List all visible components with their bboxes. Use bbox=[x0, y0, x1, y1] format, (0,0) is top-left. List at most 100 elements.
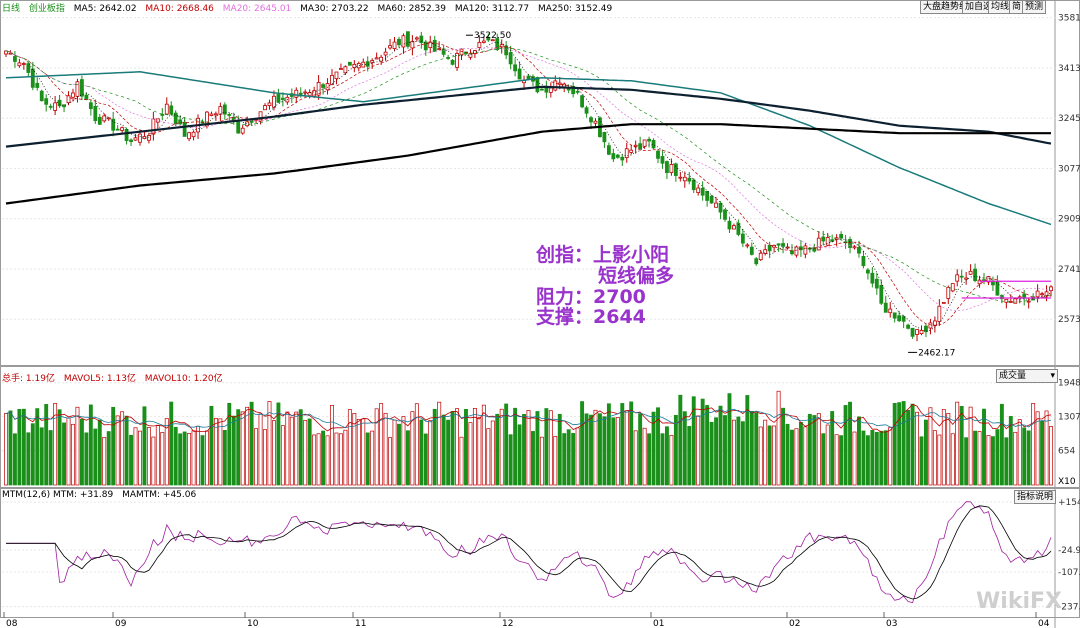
volume-bar bbox=[249, 401, 254, 486]
volume-bar bbox=[486, 428, 491, 486]
candle-body bbox=[584, 107, 589, 114]
volume-bar bbox=[584, 413, 589, 486]
candle-body bbox=[946, 286, 951, 299]
volume-bar bbox=[1017, 419, 1022, 486]
volume-bar bbox=[575, 427, 580, 486]
volume-bar bbox=[924, 419, 928, 486]
volume-bar bbox=[75, 406, 80, 486]
volume-bar bbox=[129, 434, 133, 486]
volume-bar bbox=[325, 435, 330, 486]
volume-bar bbox=[687, 426, 692, 486]
candle-body bbox=[88, 102, 93, 110]
main-chart-header: 日线 创业板指 MA5: 2642.02 MA10: 2668.46 MA20:… bbox=[2, 1, 618, 14]
volume-bar bbox=[88, 404, 93, 486]
volume-bar bbox=[254, 428, 259, 486]
trend-line-button[interactable]: 大盘趋势线 bbox=[920, 0, 972, 14]
volume-bar bbox=[218, 418, 223, 486]
candle-body bbox=[339, 68, 343, 70]
volume-bar bbox=[1035, 411, 1040, 486]
volume-bar bbox=[526, 410, 531, 486]
volume-bar bbox=[798, 422, 803, 486]
candle-body bbox=[883, 302, 888, 313]
volume-bar bbox=[405, 430, 410, 486]
volume-bar bbox=[660, 433, 665, 486]
indicator-help-button[interactable]: 指标说明 bbox=[1014, 490, 1057, 504]
candle-body bbox=[486, 36, 491, 41]
candle-body bbox=[995, 280, 1000, 296]
volume-bar bbox=[834, 434, 839, 486]
volume-bar bbox=[338, 433, 343, 486]
candle-body bbox=[932, 320, 937, 326]
candle-body bbox=[723, 209, 727, 220]
candle-body bbox=[977, 279, 982, 285]
volume-dropdown[interactable]: 成交量 ▾ bbox=[996, 369, 1058, 383]
candle-body bbox=[432, 39, 437, 52]
candle-body bbox=[414, 37, 419, 40]
candle-body bbox=[861, 255, 866, 267]
max-price-label: 3522.50 bbox=[474, 31, 511, 41]
volume-bar bbox=[758, 426, 763, 486]
candle-body bbox=[48, 105, 53, 108]
volume-bar bbox=[1031, 403, 1036, 486]
volume-bar bbox=[508, 434, 513, 486]
candle-body bbox=[999, 295, 1004, 300]
volume-bar bbox=[66, 417, 71, 486]
volume-bar bbox=[651, 411, 656, 486]
volume-bar bbox=[365, 432, 370, 486]
volume-y-tick-label: 1307 bbox=[1058, 412, 1080, 422]
candle-body bbox=[477, 42, 482, 48]
volume-bar bbox=[44, 404, 49, 486]
ma120-label: MA120: 3112.77 bbox=[454, 4, 530, 14]
volume-bar bbox=[959, 405, 964, 486]
volume-bar bbox=[535, 411, 540, 486]
volume-bar bbox=[441, 414, 446, 486]
volume-bar bbox=[146, 427, 151, 486]
volume-bar bbox=[124, 415, 129, 486]
x-tick-label: 03 bbox=[886, 619, 897, 628]
annotation-line-3: 阻力：2700 bbox=[536, 286, 646, 308]
candle-body bbox=[776, 243, 781, 246]
x-tick-label: 08 bbox=[6, 619, 18, 628]
candle-body bbox=[620, 156, 625, 161]
volume-bar bbox=[562, 433, 567, 486]
candle-body bbox=[468, 53, 473, 58]
volume-bar bbox=[749, 411, 754, 486]
candle-body bbox=[700, 187, 705, 196]
candle-body bbox=[17, 62, 22, 67]
candle-body bbox=[13, 56, 17, 62]
candle-body bbox=[213, 113, 218, 116]
volume-bar bbox=[169, 401, 174, 486]
candle-body bbox=[513, 64, 518, 72]
volume-bar bbox=[280, 425, 285, 486]
candle-body bbox=[343, 66, 348, 74]
volume-bar bbox=[968, 406, 973, 486]
candle-body bbox=[919, 330, 924, 335]
volume-bar bbox=[892, 403, 897, 486]
volume-bar bbox=[874, 431, 879, 486]
candle-body bbox=[21, 63, 26, 65]
ma-button[interactable]: 均线 bbox=[988, 0, 1013, 14]
candle-body bbox=[423, 41, 428, 51]
volume-bar bbox=[718, 405, 723, 486]
candle-body bbox=[428, 41, 433, 48]
candle-body bbox=[379, 56, 384, 62]
candle-body bbox=[30, 68, 35, 88]
volume-bar bbox=[316, 433, 321, 486]
candle-body bbox=[115, 128, 120, 131]
volume-bar bbox=[57, 409, 62, 486]
volume-bar bbox=[419, 419, 424, 486]
y-tick-label: 3581 bbox=[1058, 14, 1080, 24]
volume-bar bbox=[548, 410, 553, 486]
volume-bar bbox=[664, 426, 669, 486]
candle-body bbox=[816, 237, 821, 251]
volume-bar bbox=[843, 405, 848, 486]
candle-body bbox=[575, 90, 580, 93]
candle-body bbox=[330, 74, 334, 85]
candle-body bbox=[298, 92, 303, 95]
candle-body bbox=[888, 308, 893, 314]
volume-bar bbox=[428, 420, 433, 486]
candle-body bbox=[763, 249, 768, 254]
candle-body bbox=[799, 246, 803, 251]
forecast-button[interactable]: 预测 bbox=[1022, 0, 1047, 14]
candle-body bbox=[915, 329, 919, 335]
